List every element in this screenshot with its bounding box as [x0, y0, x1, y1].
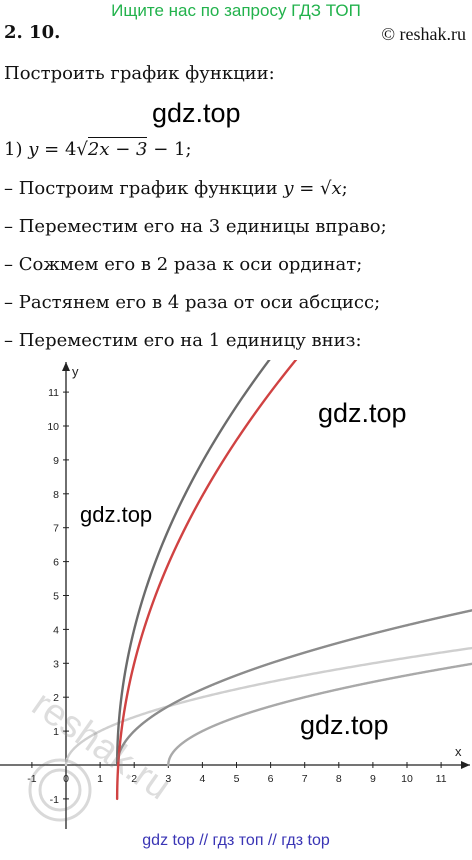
search-banner: Ищите нас по запросу ГДЗ ТОП [111, 1, 361, 20]
reshak-stamp-logo: reshak.ru [24, 690, 178, 822]
y-tick-label: 7 [53, 523, 59, 535]
y-tick-label: 1 [53, 726, 59, 738]
y-tick-label: 3 [53, 658, 59, 670]
watermark-text: gdz.top [318, 398, 407, 428]
x-tick-label: 8 [336, 773, 342, 785]
tick-labels: x y -1 0 1 2 3 4 5 6 7 8 9 10 11 -1 1 2 3 4 5 6 7 8 9 10 11 [27, 364, 462, 806]
step-end: ; [341, 178, 348, 199]
formula-line: 1) y = 4√2x − 3 − 1; [4, 137, 192, 160]
x-tick-label: 1 [97, 773, 103, 785]
y-tick-label: 5 [53, 591, 59, 603]
step-5: – Переместим его на 1 единицу вниз: [4, 330, 362, 351]
y-tick-label: 11 [48, 387, 59, 399]
y-tick-label: 8 [53, 489, 59, 501]
task-text: Построить график функции: [4, 63, 275, 84]
y-tick-label: 10 [47, 421, 59, 433]
x-tick-label: 11 [436, 773, 447, 785]
formula-tail: − 1; [153, 139, 192, 160]
watermark-text: gdz.top [300, 710, 389, 740]
site-credit: © reshak.ru [381, 24, 466, 44]
formula-coef: 4 [64, 139, 77, 160]
x-tick-label: 10 [401, 773, 413, 785]
item-label: 1) [4, 139, 23, 160]
step-1: – Построим график функции y = √x; [4, 177, 348, 201]
x-tick-label: 3 [165, 773, 171, 785]
step-4: – Растянем его в 4 раза от оси абсцисс; [4, 292, 381, 313]
graph-series-1 [167, 662, 472, 767]
function-graph: x y -1 0 1 2 3 4 5 6 7 8 9 10 11 -1 1 2 3 4 5 6 7 8 9 10 11 [0, 360, 472, 829]
y-tick-label: 2 [53, 692, 59, 704]
svg-text:reshak.ru: reshak.ru [24, 690, 178, 808]
y-tick-label: 6 [53, 557, 59, 569]
formula-lhs: y [28, 139, 39, 160]
y-tick-label: 9 [53, 455, 59, 467]
x-tick-label: 7 [302, 773, 308, 785]
x-axis-arrow [461, 761, 470, 769]
x-tick-label: 0 [63, 773, 69, 785]
step-math: y = √x [283, 178, 342, 199]
formula-radicand: 2x − 3 [87, 137, 148, 160]
step-2: – Переместим его на 3 единицы вправо; [4, 216, 387, 237]
x-tick-label: 2 [131, 773, 137, 785]
y-axis-arrow [62, 362, 70, 371]
graph-series-4 [115, 360, 298, 801]
x-axis-label: x [455, 744, 462, 759]
step-3: – Сожмем его в 2 раза к оси ординат; [4, 254, 363, 275]
x-tick-label: 6 [268, 773, 274, 785]
watermark-text: gdz.top [152, 98, 241, 128]
x-tick-label: 4 [199, 773, 205, 785]
x-tick-label: 5 [234, 773, 240, 785]
graph-series-3 [115, 360, 271, 767]
y-tick-label: -1 [50, 794, 59, 806]
y-axis-label: y [72, 364, 79, 379]
footer-links: gdz top // гдз топ // гдз top [142, 832, 330, 849]
problem-number: 2. 10. [4, 22, 61, 43]
graph-series-2 [115, 609, 472, 767]
y-tick-label: 4 [53, 624, 59, 636]
sqrt-icon: √ [76, 139, 88, 160]
x-tick-label: -1 [27, 773, 36, 785]
curves [64, 360, 472, 801]
watermark-text: gdz.top [80, 502, 153, 527]
x-tick-label: 9 [370, 773, 376, 785]
step-text: – Построим график функции [4, 178, 284, 199]
